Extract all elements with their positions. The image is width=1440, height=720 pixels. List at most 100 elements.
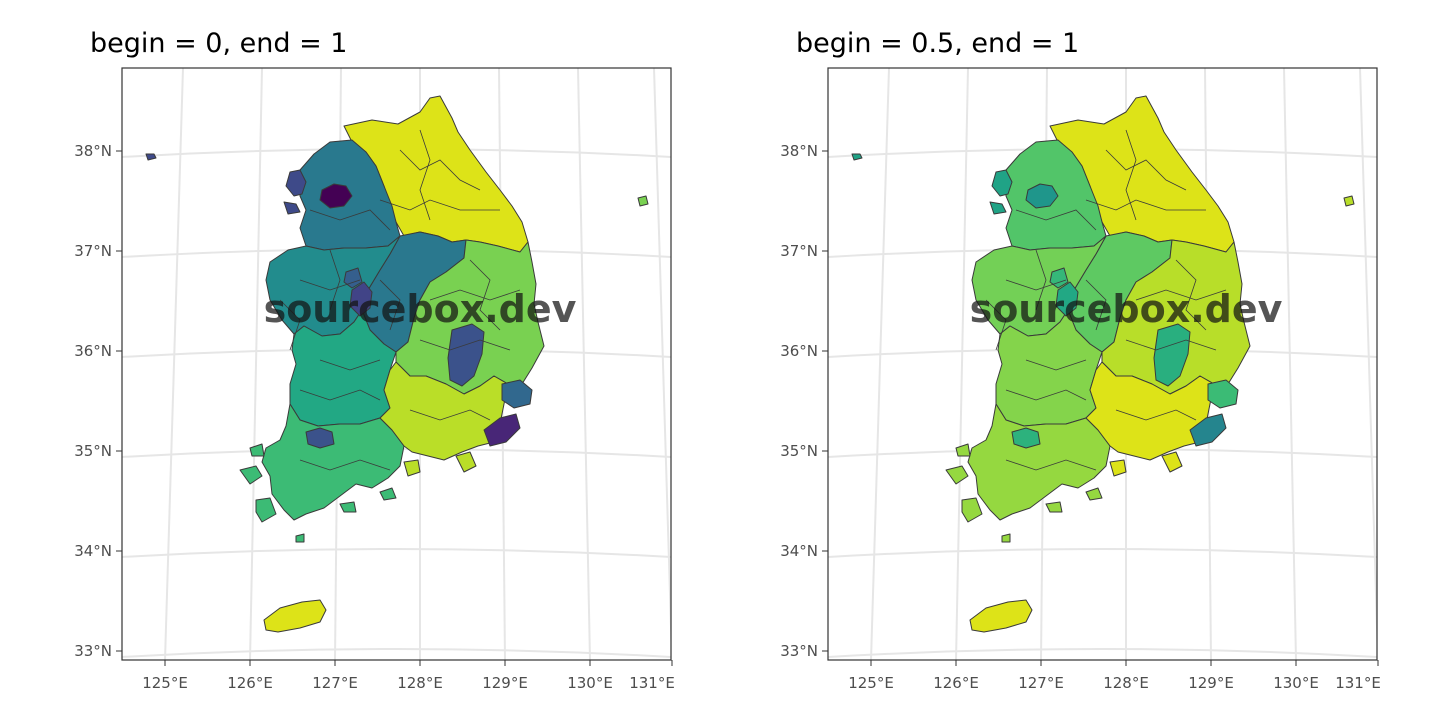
- region-baengnyeong: [851, 153, 863, 161]
- x-axis: 125°E 126°E 127°E 128°E 129°E 130°E 131°E: [848, 660, 1381, 692]
- x-tick-label: 131°E: [629, 674, 675, 692]
- region-gwangju: [305, 427, 335, 449]
- graticule-parallel: [122, 548, 671, 558]
- graticule-meridian: [653, 68, 671, 660]
- district-boundary: [409, 409, 491, 421]
- x-tick-label: 125°E: [142, 674, 188, 692]
- district-boundary: [1085, 279, 1107, 331]
- y-tick-label: 34°N: [780, 542, 818, 560]
- x-tick-label: 130°E: [567, 674, 613, 692]
- district-boundary: [299, 279, 361, 291]
- y-tick-label: 38°N: [74, 142, 112, 160]
- province-polygons: [145, 95, 649, 633]
- watermark: sourcebox.dev: [264, 287, 577, 331]
- region-busan: [1189, 413, 1227, 447]
- y-tick-label: 36°N: [74, 342, 112, 360]
- district-boundary: [1115, 409, 1197, 421]
- region-incheon: [283, 169, 307, 215]
- district-boundary: [985, 299, 1007, 351]
- y-tick-label: 35°N: [74, 442, 112, 460]
- x-tick-label: 130°E: [1273, 674, 1319, 692]
- region-north_jeju: [969, 599, 1033, 633]
- graticule-meridian: [955, 68, 969, 660]
- x-tick-label: 129°E: [482, 674, 528, 692]
- graticule-meridian: [1359, 68, 1377, 660]
- x-tick-label: 126°E: [227, 674, 273, 692]
- map-panel-1: begin = 0, end = 1 38°N37°N36°N35°N34°N3…: [74, 28, 675, 692]
- district-boundary: [1025, 359, 1087, 371]
- district-boundary: [299, 389, 381, 401]
- y-tick-label: 37°N: [74, 242, 112, 260]
- y-axis: 38°N 37°N 36°N 35°N 34°N 33°N: [780, 142, 828, 660]
- district-boundary: [329, 249, 341, 311]
- y-tick-label: 35°N: [780, 442, 818, 460]
- x-tick-label: 127°E: [312, 674, 358, 692]
- y-tick-label: 34°N: [74, 542, 112, 560]
- district-boundary: [1175, 259, 1207, 331]
- y-axis: 38°N 37°N 36°N 35°N 34°N 33°N: [74, 142, 122, 660]
- panel-title: begin = 0, end = 1: [90, 28, 347, 59]
- graticule-meridian: [249, 68, 263, 660]
- y-tick-label: 33°N: [780, 642, 818, 660]
- region-sejong: [1049, 267, 1069, 289]
- district-boundary: [1005, 389, 1087, 401]
- graticule-parallel: [828, 548, 1377, 558]
- region-daegu: [1153, 323, 1191, 387]
- region-sejong: [343, 267, 363, 289]
- district-boundary: [399, 149, 481, 191]
- region-seoul: [1025, 183, 1059, 209]
- district-boundary: [1135, 289, 1227, 301]
- region-seoul: [319, 183, 353, 209]
- region-ulleung: [637, 195, 649, 207]
- district-boundary: [1105, 149, 1187, 191]
- district-boundary: [429, 289, 521, 301]
- region-jeonnam: [945, 403, 1111, 543]
- district-boundary: [1125, 339, 1217, 351]
- district-boundary: [279, 299, 301, 351]
- y-tick-label: 36°N: [780, 342, 818, 360]
- graticule-meridian: [870, 68, 890, 660]
- district-boundary: [419, 339, 511, 351]
- region-busan: [483, 413, 521, 447]
- x-tick-label: 129°E: [1188, 674, 1234, 692]
- region-north_jeju: [263, 599, 327, 633]
- district-boundary: [299, 459, 391, 471]
- district-boundary: [1005, 459, 1097, 471]
- region-daejeon: [1055, 281, 1079, 317]
- map-panel-2: begin = 0.5, end = 1 38°N 37°N 36°N 35°N 34°…: [780, 28, 1381, 692]
- district-boundary: [319, 359, 381, 371]
- region-jeonnam: [239, 403, 405, 543]
- region-ulsan: [1207, 379, 1239, 409]
- x-axis: 125°E 126°E 127°E 128°E 129°E 130°E 131°E: [142, 660, 675, 692]
- y-tick-label: 38°N: [780, 142, 818, 160]
- district-boundary: [309, 209, 391, 231]
- graticule-parallel: [828, 648, 1377, 658]
- x-tick-label: 125°E: [848, 674, 894, 692]
- district-boundary: [1005, 279, 1067, 291]
- district-boundary: [1015, 209, 1097, 231]
- region-gwangju: [1011, 427, 1041, 449]
- district-boundary: [1035, 249, 1047, 311]
- district-boundary: [379, 199, 500, 211]
- graticule-meridian: [1283, 68, 1297, 660]
- x-tick-label: 128°E: [397, 674, 443, 692]
- x-tick-label: 131°E: [1335, 674, 1381, 692]
- region-baengnyeong: [145, 153, 157, 161]
- district-boundary: [469, 259, 501, 331]
- region-daegu: [447, 323, 485, 387]
- district-boundary: [1085, 199, 1206, 211]
- x-tick-label: 126°E: [933, 674, 979, 692]
- region-ulsan: [501, 379, 533, 409]
- graticule: [122, 68, 671, 660]
- province-polygons: [851, 95, 1355, 633]
- graticule-meridian: [577, 68, 591, 660]
- region-incheon: [989, 169, 1013, 215]
- district-boundary: [419, 129, 431, 221]
- watermark: sourcebox.dev: [970, 287, 1283, 331]
- y-tick-label: 37°N: [780, 242, 818, 260]
- region-daejeon: [349, 281, 373, 317]
- panel-border: [827, 67, 1378, 661]
- x-tick-label: 127°E: [1018, 674, 1064, 692]
- region-ulleung: [1343, 195, 1355, 207]
